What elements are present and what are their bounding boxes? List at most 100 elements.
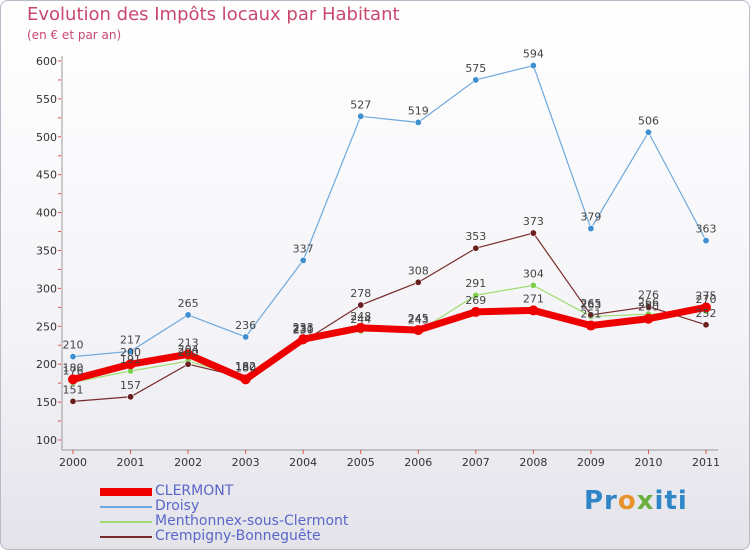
data-point-droisy [184,311,192,319]
data-point-clermont [413,325,424,336]
data-label-crempigny: 373 [523,215,544,228]
data-point-droisy [529,62,537,70]
data-label-droisy: 337 [293,242,314,255]
data-label-crempigny: 182 [235,360,256,373]
data-point-clermont [125,359,136,370]
x-tick-label: 2007 [462,456,490,469]
data-label-clermont: 200 [120,346,141,359]
data-label-crempigny: 276 [638,289,659,302]
data-label-droisy: 217 [120,333,141,346]
chart-title: Evolution des Impôts locaux par Habitant [27,4,400,25]
y-tick-label: 500 [36,131,57,144]
data-label-droisy: 363 [696,223,717,236]
y-tick-label: 400 [36,207,57,220]
y-tick-label: 550 [36,93,57,106]
series-line-droisy [72,64,707,358]
data-label-crempigny: 265 [580,297,601,310]
data-label-crempigny: 278 [350,287,371,300]
data-point-droisy [299,256,307,264]
data-point-menthonnex [472,291,480,299]
data-label-clermont: 271 [523,292,544,305]
proxiti-logo: Proxiti [584,486,688,516]
x-tick-label: 2000 [59,456,87,469]
data-point-crempigny [414,278,422,286]
x-tick-label: 2011 [692,456,720,469]
data-point-droisy [69,353,77,361]
legend-swatch-clermont [100,488,152,496]
data-label-droisy: 210 [63,339,84,352]
data-label-menthonnex: 243 [408,314,429,327]
data-label-clermont: 248 [350,310,371,323]
data-point-droisy [472,76,480,84]
data-point-crempigny [357,301,365,309]
data-label-menthonnex: 263 [580,298,601,311]
legend-label-clermont: CLERMONT [155,483,234,499]
data-label-droisy: 575 [465,62,486,75]
data-point-droisy [357,112,365,120]
data-label-clermont: 233 [293,321,314,334]
x-tick-label: 2009 [577,456,605,469]
data-label-clermont: 213 [178,336,199,349]
data-point-crempigny [472,244,480,252]
data-label-droisy: 506 [638,114,659,127]
data-point-droisy [644,128,652,136]
legend-item-menthonnex: Menthonnex-sous-Clermont [100,513,400,530]
data-point-clermont [528,305,539,316]
data-label-crempigny: 252 [696,307,717,320]
y-tick-label: 300 [36,282,57,295]
data-label-menthonnex: 244 [350,313,371,326]
data-label-crempigny: 230 [293,323,314,336]
data-label-droisy: 527 [350,98,371,111]
data-label-menthonnex: 231 [293,323,314,336]
data-label-crempigny: 151 [63,383,84,396]
data-label-menthonnex: 270 [696,293,717,306]
data-point-clermont [585,320,596,331]
chart-subtitle: (en € et par an) [27,28,122,42]
data-label-clermont: 275 [696,289,717,302]
data-point-droisy [702,237,710,245]
legend: CLERMONT Droisy Menthonnex-sous-Clermont… [100,483,400,545]
data-point-clermont [355,322,366,333]
data-point-clermont [240,374,251,385]
data-point-clermont [183,349,194,360]
data-label-clermont: 251 [580,308,601,321]
data-point-crempigny [69,397,77,405]
data-point-clermont [470,306,481,317]
data-point-crempigny [702,321,710,329]
data-point-droisy [242,333,250,341]
legend-item-clermont: CLERMONT [100,483,400,500]
y-tick-label: 450 [36,169,57,182]
x-tick-label: 2002 [174,456,202,469]
data-label-droisy: 594 [523,48,544,61]
data-point-clermont [68,374,78,385]
data-label-droisy: 265 [178,297,199,310]
data-label-crempigny: 308 [408,264,429,277]
legend-item-droisy: Droisy [100,498,400,515]
data-label-crempigny: 200 [178,346,199,359]
y-tick-label: 100 [36,434,57,447]
legend-label-menthonnex: Menthonnex-sous-Clermont [155,513,349,529]
data-point-clermont [298,334,309,345]
y-tick-label: 250 [36,320,57,333]
series-line-menthonnex [72,284,707,383]
x-tick-label: 2001 [117,456,145,469]
data-label-menthonnex: 176 [63,364,84,377]
legend-label-droisy: Droisy [155,498,200,514]
data-point-crempigny [529,229,537,237]
data-label-clermont: 269 [465,294,486,307]
x-tick-label: 2010 [634,456,662,469]
data-label-clermont: 260 [638,301,659,314]
data-label-clermont: 245 [408,312,429,325]
data-label-crempigny: 157 [120,379,141,392]
series-line-crempigny [72,232,707,402]
data-point-menthonnex [529,281,537,289]
data-point-crempigny [644,303,652,311]
data-point-clermont [643,313,654,324]
data-point-droisy [127,347,135,355]
x-tick-label: 2008 [519,456,547,469]
data-label-menthonnex: 304 [523,267,544,280]
data-label-menthonnex: 266 [638,296,659,309]
data-label-menthonnex: 191 [120,353,141,366]
data-label-clermont: 180 [63,361,84,374]
